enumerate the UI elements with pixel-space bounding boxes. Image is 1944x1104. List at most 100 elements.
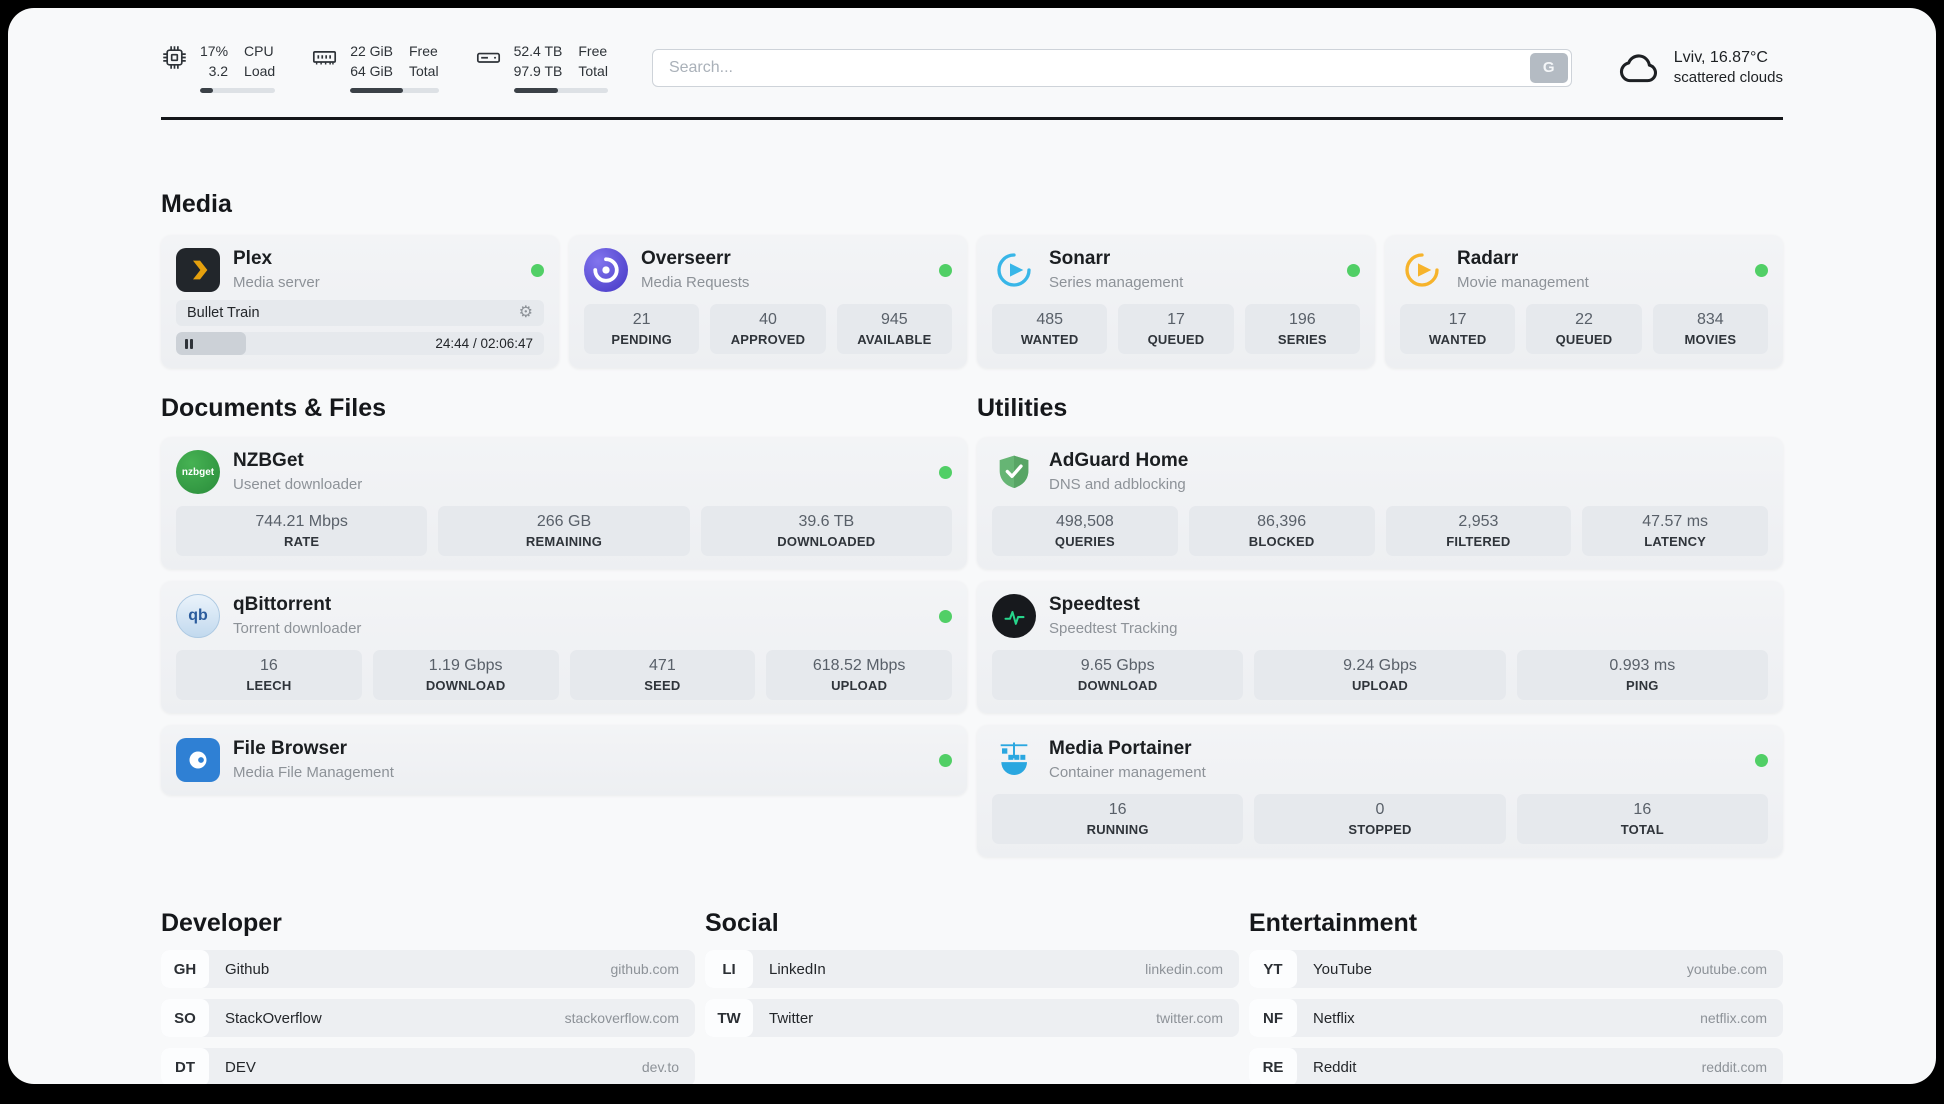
ram-total-label: Total bbox=[409, 62, 439, 79]
stat-label: PING bbox=[1626, 678, 1659, 694]
social-column: Social LI LinkedIn linkedin.com TW Twitt… bbox=[705, 909, 1239, 1084]
stat-value: 2,953 bbox=[1458, 513, 1499, 531]
cpu-label: CPU bbox=[244, 43, 274, 59]
disk-progress-bar bbox=[513, 88, 608, 94]
disk-total-label: Total bbox=[578, 62, 608, 79]
stat-value: 16 bbox=[259, 657, 278, 675]
search-input[interactable] bbox=[651, 48, 1572, 87]
stat-label: TOTAL bbox=[1620, 822, 1664, 838]
bookmark-netflix[interactable]: NF Netflix netflix.com bbox=[1249, 999, 1783, 1038]
system-metrics: 17% 3.2 CPU Load bbox=[161, 42, 608, 94]
stat-box: 40 APPROVED bbox=[710, 304, 826, 355]
ram-progress-bar bbox=[350, 88, 439, 94]
dashboard-panel: 17% 3.2 CPU Load bbox=[8, 8, 1936, 1084]
stat-value: 1.19 Gbps bbox=[428, 657, 503, 675]
stat-box: 498,508 QUERIES bbox=[992, 506, 1178, 557]
stat-box: 9.65 Gbps DOWNLOAD bbox=[992, 650, 1244, 701]
stat-label: BLOCKED bbox=[1248, 534, 1315, 550]
bookmark-stackoverflow[interactable]: SO StackOverflow stackoverflow.com bbox=[161, 999, 695, 1038]
app-card-sonarr[interactable]: Sonarr Series management 485 WANTED 17 Q… bbox=[977, 235, 1375, 369]
ram-free-value: 22 GiB bbox=[350, 43, 393, 59]
weather-location: Lviv, 16.87°C bbox=[1673, 48, 1768, 66]
header-divider bbox=[161, 117, 1783, 121]
app-subtitle: Container management bbox=[1049, 764, 1206, 782]
stat-box: 21 PENDING bbox=[584, 304, 700, 355]
filebrowser-icon bbox=[176, 738, 220, 783]
app-name: Radarr bbox=[1457, 248, 1519, 270]
stat-value: 945 bbox=[880, 311, 908, 329]
stat-label: REMAINING bbox=[525, 534, 603, 550]
section-title-developer: Developer bbox=[161, 909, 282, 938]
app-name: NZBGet bbox=[233, 450, 304, 472]
gear-icon[interactable]: ⚙ bbox=[518, 304, 533, 322]
stat-box: 1.19 Gbps DOWNLOAD bbox=[372, 650, 559, 701]
bookmark-linkedin[interactable]: LI LinkedIn linkedin.com bbox=[705, 950, 1239, 989]
bookmark-name: StackOverflow bbox=[225, 1009, 322, 1027]
stat-box: 86,396 BLOCKED bbox=[1188, 506, 1375, 557]
app-card-filebrowser[interactable]: File Browser Media File Management bbox=[161, 725, 967, 796]
bookmark-github[interactable]: GH Github github.com bbox=[161, 950, 695, 989]
stat-box: 47.57 ms LATENCY bbox=[1582, 506, 1768, 557]
app-card-speedtest[interactable]: Speedtest Speedtest Tracking 9.65 Gbps D… bbox=[977, 581, 1783, 714]
now-playing-title: Bullet Train bbox=[187, 305, 260, 322]
app-card-qbittorrent[interactable]: qb qBittorrent Torrent downloader 16 bbox=[161, 581, 967, 714]
playback-progress-fill bbox=[176, 332, 246, 356]
stat-box: 485 WANTED bbox=[992, 304, 1108, 355]
app-card-plex[interactable]: Plex Media server Bullet Train ⚙ 24:44 /… bbox=[161, 235, 559, 369]
app-name: Media Portainer bbox=[1049, 738, 1192, 760]
app-card-nzbget[interactable]: nzbget NZBGet Usenet downloader 744.21 M… bbox=[161, 437, 967, 570]
stat-label: FILTERED bbox=[1446, 534, 1511, 550]
section-title-social: Social bbox=[705, 909, 779, 938]
app-subtitle: Movie management bbox=[1457, 274, 1589, 292]
app-subtitle: DNS and adblocking bbox=[1049, 476, 1186, 494]
bookmark-name: Github bbox=[225, 960, 270, 978]
bookmark-dev[interactable]: DT DEV dev.to bbox=[161, 1048, 695, 1084]
bookmark-abbr: GH bbox=[161, 950, 209, 989]
app-card-adguard[interactable]: AdGuard Home DNS and adblocking 498,508 … bbox=[977, 437, 1783, 570]
app-subtitle: Speedtest Tracking bbox=[1049, 620, 1178, 638]
stat-box: 0 STOPPED bbox=[1254, 794, 1506, 845]
bookmark-url: linkedin.com bbox=[1145, 961, 1223, 978]
bookmark-abbr: LI bbox=[705, 950, 753, 989]
bookmark-name: Netflix bbox=[1313, 1009, 1355, 1027]
media-grid: Plex Media server Bullet Train ⚙ 24:44 /… bbox=[161, 235, 1783, 369]
search-provider-button[interactable]: G bbox=[1529, 52, 1568, 83]
status-dot bbox=[1347, 263, 1360, 277]
stat-label: APPROVED bbox=[730, 332, 806, 348]
progress-fill bbox=[200, 88, 213, 94]
bookmark-twitter[interactable]: TW Twitter twitter.com bbox=[705, 999, 1239, 1038]
app-name: qBittorrent bbox=[233, 594, 332, 616]
stat-label: UPLOAD bbox=[831, 678, 888, 694]
disk-total-value: 97.9 TB bbox=[513, 62, 563, 79]
bookmark-url: netflix.com bbox=[1700, 1010, 1767, 1027]
bookmark-name: DEV bbox=[225, 1058, 256, 1076]
stat-label: RUNNING bbox=[1086, 822, 1149, 838]
status-dot bbox=[1755, 263, 1768, 277]
pause-icon bbox=[185, 338, 193, 349]
stat-value: 40 bbox=[759, 311, 777, 329]
stat-value: 498,508 bbox=[1055, 513, 1114, 531]
bookmark-abbr: SO bbox=[161, 999, 209, 1038]
weather-widget: Lviv, 16.87°C scattered clouds bbox=[1616, 45, 1783, 91]
app-card-portainer[interactable]: Media Portainer Container management 16 … bbox=[977, 725, 1783, 858]
stat-box: 16 LEECH bbox=[176, 650, 362, 701]
playback-time: 24:44 / 02:06:47 bbox=[435, 336, 533, 352]
cpu-chip-icon bbox=[161, 44, 188, 71]
status-dot bbox=[939, 609, 952, 623]
adguard-shield-icon bbox=[992, 450, 1036, 494]
stat-label: DOWNLOADED bbox=[777, 534, 876, 550]
stat-value: 485 bbox=[1036, 311, 1064, 329]
app-card-overseerr[interactable]: Overseerr Media Requests 21 PENDING 40 A… bbox=[569, 235, 967, 369]
qbittorrent-icon-text: qb bbox=[188, 607, 208, 625]
app-name: File Browser bbox=[233, 738, 348, 760]
bookmark-reddit[interactable]: RE Reddit reddit.com bbox=[1249, 1048, 1783, 1084]
app-name: Overseerr bbox=[641, 248, 731, 270]
stat-label: QUEUED bbox=[1147, 332, 1205, 348]
stat-label: UPLOAD bbox=[1351, 678, 1409, 694]
search-bar: G bbox=[651, 48, 1572, 87]
stat-value: 618.52 Mbps bbox=[812, 657, 906, 675]
app-subtitle: Torrent downloader bbox=[233, 620, 362, 638]
bookmark-youtube[interactable]: YT YouTube youtube.com bbox=[1249, 950, 1783, 989]
overseerr-icon bbox=[584, 248, 628, 293]
app-card-radarr[interactable]: Radarr Movie management 17 WANTED 22 QUE… bbox=[1385, 235, 1783, 369]
